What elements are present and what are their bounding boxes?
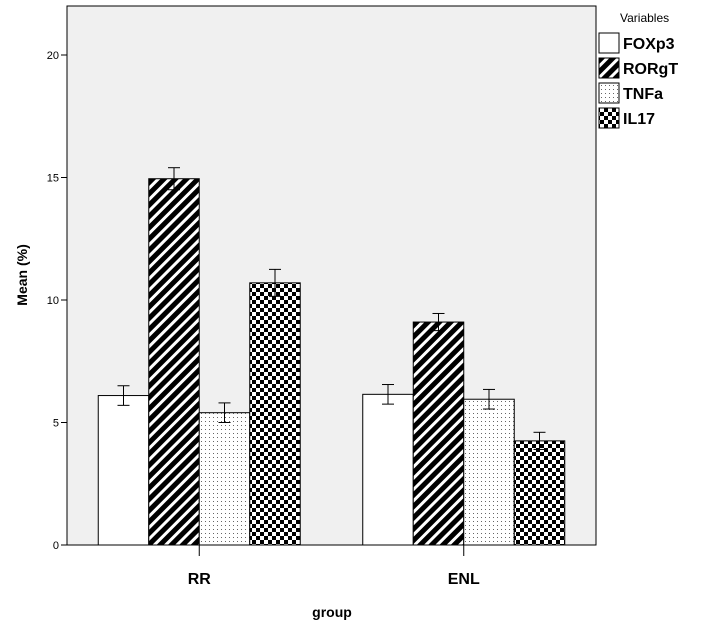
legend-swatch-tnfa [598, 82, 620, 104]
legend-label-rorgt: RORgT [623, 61, 678, 78]
error-bars [117, 167, 546, 450]
error-bar [168, 167, 180, 191]
y-tick-label: 15 [47, 173, 59, 185]
bar-foxp3-enl [362, 393, 414, 546]
bar-tnfa-enl [463, 398, 515, 546]
error-bar [382, 384, 394, 405]
legend-swatch-rorgt [598, 57, 620, 79]
legend-label-tnfa: TNFa [623, 86, 663, 103]
error-bar [533, 431, 546, 450]
bar-il17-enl [513, 440, 566, 546]
error-bar [432, 312, 445, 332]
bar-il17-rr [249, 282, 301, 546]
error-bar [117, 385, 130, 406]
x-tick-label: RR [188, 571, 212, 588]
bar-tnfa-rr [198, 412, 251, 546]
error-bar [483, 388, 495, 410]
legend-label-foxp3: FOXp3 [623, 36, 675, 53]
legend-title: Variables [620, 11, 669, 25]
error-bar [269, 268, 281, 297]
y-tick-label: 10 [47, 295, 59, 307]
x-axis: RR ENL [188, 545, 480, 588]
y-tick-label: 5 [53, 418, 59, 430]
y-tick-label: 20 [47, 50, 59, 62]
y-axis-title: Mean (%) [14, 244, 30, 305]
legend-swatch-foxp3 [598, 32, 620, 54]
y-tick-label: 0 [53, 540, 59, 552]
bars [97, 178, 566, 546]
y-axis: 0 5 10 15 20 [47, 50, 67, 552]
legend: Variables FOXp3 RORgT TNFa IL17 [598, 11, 678, 129]
legend-label-il17: IL17 [623, 111, 655, 128]
bar-rorgt-enl [412, 321, 465, 546]
bar-rorgt-rr [148, 178, 200, 546]
error-bar [218, 402, 231, 423]
x-axis-title: group [312, 604, 352, 620]
x-tick-label: ENL [448, 571, 480, 588]
bar-foxp3-rr [97, 395, 150, 546]
legend-swatch-il17 [598, 107, 620, 129]
